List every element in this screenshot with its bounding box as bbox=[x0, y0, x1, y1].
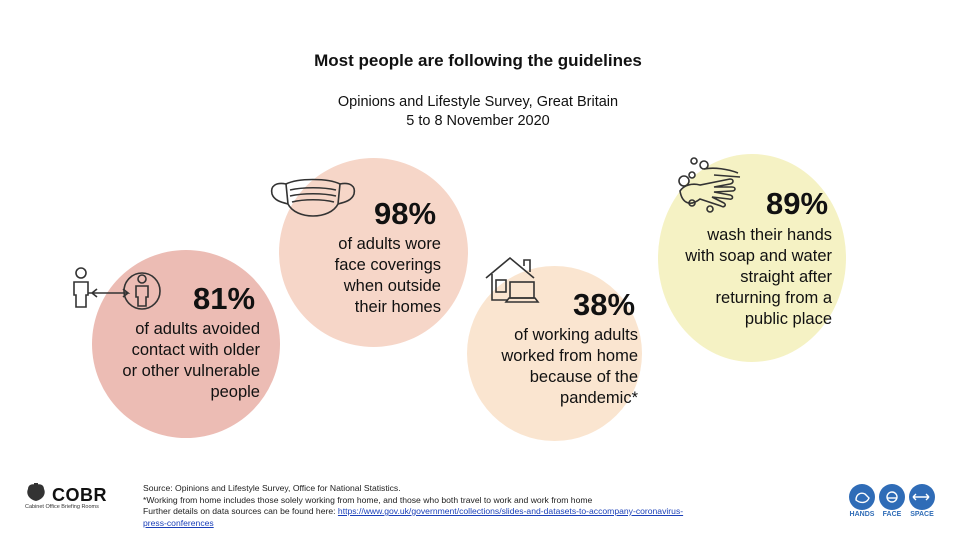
subtitle-survey: Opinions and Lifestyle Survey, Great Bri… bbox=[337, 94, 619, 110]
bubble-face-coverings bbox=[279, 158, 468, 347]
hand-washing-icon bbox=[678, 157, 741, 213]
stat-81-desc: of adults avoided contact with older or … bbox=[122, 320, 260, 401]
source-link-continued[interactable]: press-conferences bbox=[143, 517, 214, 528]
logo-text: COBR bbox=[52, 485, 107, 505]
footer-source: Source: Opinions and Lifestyle Survey, O… bbox=[143, 483, 401, 493]
stat-98-value: 98% bbox=[374, 196, 437, 231]
hands-label: HANDS bbox=[849, 511, 875, 518]
stat-81-value: 81% bbox=[193, 281, 256, 316]
footer-notes: Source: Opinions and Lifestyle Survey, O… bbox=[143, 483, 683, 529]
logo-subtext: Cabinet Office Briefing Rooms bbox=[25, 504, 99, 510]
hands-badge-icon bbox=[849, 484, 875, 510]
page-title: Most people are following the guidelines bbox=[314, 51, 642, 70]
face-badge-icon bbox=[879, 484, 905, 510]
home-office-icon bbox=[485, 256, 540, 303]
source-link[interactable]: https://www.gov.uk/government/collection… bbox=[337, 506, 684, 516]
stat-89-value: 89% bbox=[766, 186, 829, 221]
space-label: SPACE bbox=[910, 511, 934, 518]
crest-icon bbox=[27, 483, 45, 501]
stat-38-desc: of working adults worked from home becau… bbox=[501, 326, 638, 407]
hfs-glyphs bbox=[855, 491, 930, 504]
stat-38-value: 38% bbox=[573, 287, 636, 322]
stat-89-desc: wash their hands with soap and water str… bbox=[685, 226, 832, 328]
subtitle-dates: 5 to 8 November 2020 bbox=[406, 113, 550, 129]
distancing-people-icon bbox=[73, 267, 161, 310]
bubble-work-from-home bbox=[467, 266, 642, 441]
face-mask-icon bbox=[270, 178, 356, 217]
face-label: FACE bbox=[882, 511, 902, 518]
bubble-avoided-contact bbox=[92, 250, 280, 438]
footer-note: *Working from home includes those solely… bbox=[143, 494, 593, 505]
stat-98-desc: of adults wore face coverings when outsi… bbox=[334, 235, 441, 316]
footer-further: Further details on data sources can be f… bbox=[143, 506, 684, 516]
bubble-wash-hands bbox=[658, 154, 846, 362]
